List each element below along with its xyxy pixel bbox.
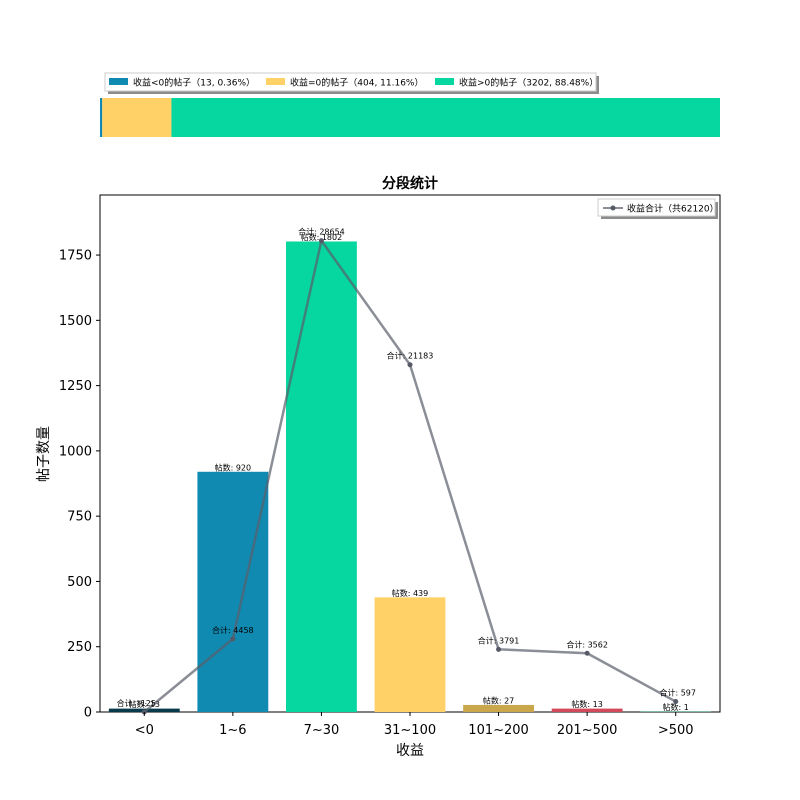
line-label-0: 合计: -125 <box>117 698 156 708</box>
y-tick-label: 500 <box>67 575 92 590</box>
line-label-1: 合计: 4458 <box>212 625 254 635</box>
bar-label-6: 帖数: 1 <box>663 702 689 712</box>
y-tick-label: 0 <box>84 706 92 721</box>
line-point-3 <box>407 362 413 368</box>
bar-5 <box>551 708 623 712</box>
x-axis-label: 收益 <box>396 743 424 759</box>
x-tick-label: 201~500 <box>557 723 618 738</box>
x-tick-label: 1~6 <box>219 723 246 738</box>
y-tick-label: 1750 <box>59 249 92 264</box>
share-legend-label-2: 收益>0的帖子（3202, 88.48%） <box>459 77 598 89</box>
chart-title: 分段统计 <box>382 175 438 192</box>
bar-label-2: 帖数: 1802 <box>301 232 343 242</box>
bar-label-4: 帖数: 27 <box>483 695 514 705</box>
share-legend-swatch-0 <box>109 78 128 85</box>
line-legend: 收益合计（共62120） <box>597 198 719 219</box>
share-bar <box>100 98 720 137</box>
line-label-5: 合计: 3562 <box>566 639 608 649</box>
bar-label-1: 帖数: 920 <box>215 462 252 472</box>
line-label-4: 合计: 3791 <box>478 635 520 645</box>
line-legend-label: 收益合计（共62120） <box>627 203 719 215</box>
bar-label-5: 帖数: 13 <box>571 699 602 709</box>
share-legend-frame <box>104 72 597 92</box>
bar-4 <box>463 704 534 712</box>
share-legend-swatch-2 <box>435 78 454 85</box>
share-segment-negative <box>100 98 103 137</box>
share-legend: 收益<0的帖子（13, 0.36%） 收益=0的帖子（404, 11.16%） 收益… <box>104 72 599 94</box>
x-tick-label: 101~200 <box>468 723 529 738</box>
y-tick-label: 250 <box>67 640 92 655</box>
x-tick-label: 31~100 <box>384 723 436 738</box>
share-segment-zero <box>102 98 172 137</box>
bar-1 <box>197 471 269 712</box>
share-legend-label-0: 收益<0的帖子（13, 0.36%） <box>133 77 255 89</box>
bar-3 <box>374 597 446 712</box>
line-point-4 <box>496 646 502 652</box>
line-legend-marker <box>610 205 616 211</box>
line-legend-frame <box>597 198 716 217</box>
y-tick-label: 1500 <box>59 314 92 329</box>
y-tick-label: 1250 <box>59 379 92 394</box>
line-label-3: 合计: 21183 <box>387 351 434 361</box>
bar-2 <box>286 241 357 712</box>
share-legend-label-1: 收益=0的帖子（404, 11.16%） <box>290 77 423 89</box>
line-point-1 <box>230 636 236 642</box>
x-tick-label: 7~30 <box>304 723 340 738</box>
x-tick-label: >500 <box>658 723 694 738</box>
line-label-2: 合计: 28654 <box>298 227 345 237</box>
y-tick-label: 750 <box>67 510 92 525</box>
share-segment-positive <box>171 98 720 137</box>
y-tick-label: 1000 <box>59 444 92 459</box>
bar-label-3: 帖数: 439 <box>392 588 429 598</box>
line-point-2 <box>318 238 324 244</box>
line-point-5 <box>584 650 590 656</box>
line-point-6 <box>673 699 679 705</box>
bar-label-0: 帖数: 13 <box>129 699 160 709</box>
share-legend-swatch-1 <box>266 78 285 85</box>
x-tick-label: <0 <box>135 723 154 738</box>
y-axis-label: 帖子数量 <box>36 426 52 482</box>
line-label-6: 合计: 597 <box>659 688 696 698</box>
